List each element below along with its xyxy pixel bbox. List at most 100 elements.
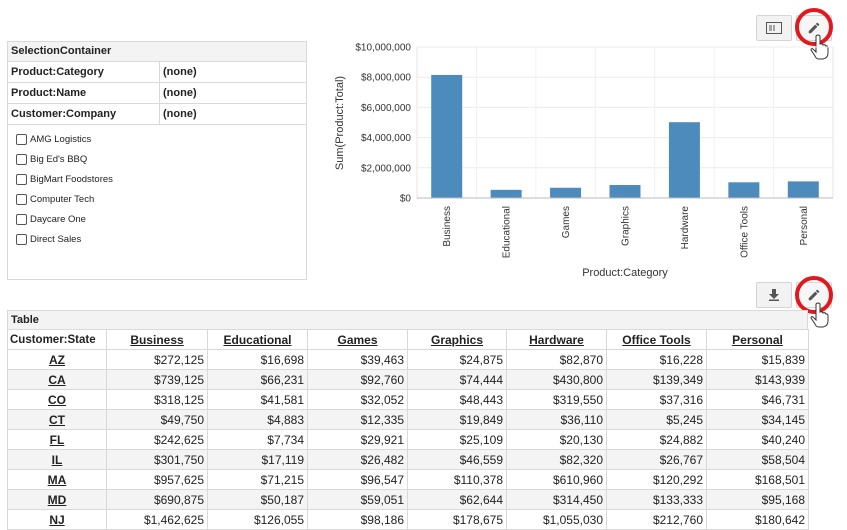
table-cell: $610,960 (506, 469, 607, 490)
checkbox[interactable] (16, 233, 27, 245)
checkbox[interactable] (16, 133, 27, 145)
x-tick-label: Office Tools (739, 206, 750, 258)
filter-list-icon (766, 22, 782, 34)
y-tick-label: $8,000,000 (361, 73, 411, 84)
table-cell: $48,443 (407, 389, 507, 410)
header-hardware[interactable]: Hardware (506, 329, 607, 350)
header-personal[interactable]: Personal (706, 329, 809, 350)
header-business[interactable]: Business (106, 329, 208, 350)
table-cell: $5,245 (606, 409, 707, 430)
x-tick-label: Hardware (680, 206, 691, 250)
state-link[interactable]: NJ (7, 509, 107, 530)
table-row: CT $49,750 $4,883 $12,335 $19,849 $36,110 $5,2… (7, 409, 809, 430)
table-row: MA $957,625 $71,215 $96,547 $110,378 $610,960… (7, 469, 809, 490)
table-cell: $37,316 (606, 389, 707, 410)
state-link[interactable]: CT (7, 409, 107, 430)
x-tick-label: Graphics (621, 206, 632, 246)
company-option[interactable]: AMG Logistics (8, 129, 306, 149)
selection-container: SelectionContainer Product:Category (non… (7, 41, 307, 280)
table-cell: $19,849 (407, 409, 507, 430)
table-cell: $12,335 (307, 409, 408, 430)
table-row: CO $318,125 $41,581 $32,052 $48,443 $319,550 $… (7, 389, 809, 410)
header-graphics[interactable]: Graphics (407, 329, 507, 350)
state-link[interactable]: IL (7, 449, 107, 470)
table-cell: $120,292 (606, 469, 707, 490)
table-cell: $34,145 (706, 409, 809, 430)
table-cell: $957,625 (106, 469, 208, 490)
plot-area (416, 46, 834, 199)
table-cell: $50,187 (207, 489, 308, 510)
selection-row-category[interactable]: Product:Category (none) (8, 62, 306, 83)
table-cell: $133,333 (606, 489, 707, 510)
table-row: IL $301,750 $17,119 $26,482 $46,559 $82,320 $2… (7, 449, 809, 470)
checkbox[interactable] (16, 213, 27, 225)
state-link[interactable]: MD (7, 489, 107, 510)
x-axis-title: Product:Category (582, 267, 668, 279)
row-label: Product:Name (8, 83, 160, 103)
row-value: (none) (163, 87, 197, 99)
table-cell: $26,767 (606, 449, 707, 470)
row-label: Customer:Company (8, 104, 160, 124)
x-tick-label: Educational (502, 206, 513, 258)
checkbox[interactable] (16, 153, 27, 165)
table-cell: $178,675 (407, 509, 507, 530)
table-cell: $126,055 (207, 509, 308, 530)
table-cell: $24,875 (407, 349, 507, 370)
checkbox[interactable] (16, 193, 27, 205)
bar (609, 185, 641, 198)
table-cell: $430,800 (506, 369, 607, 390)
table-row: NJ $1,462,625 $126,055 $98,186 $178,675 $1,05… (7, 509, 809, 530)
state-link[interactable]: CO (7, 389, 107, 410)
table-cell: $739,125 (106, 369, 208, 390)
table-cell: $1,055,030 (506, 509, 607, 530)
header-customer-state[interactable]: Customer:State (7, 329, 107, 350)
table-cell: $7,734 (207, 429, 308, 450)
highlight-ring (795, 276, 833, 314)
table-cell: $4,883 (207, 409, 308, 430)
table-cell: $66,231 (207, 369, 308, 390)
table-cell: $690,875 (106, 489, 208, 510)
table-row: FL $242,625 $7,734 $29,921 $25,109 $20,130 $24… (7, 429, 809, 450)
header-games[interactable]: Games (307, 329, 408, 350)
checkbox[interactable] (16, 173, 27, 185)
table-cell: $24,882 (606, 429, 707, 450)
table-cell: $15,839 (706, 349, 809, 370)
company-label: Daycare One (30, 213, 86, 225)
company-option[interactable]: BigMart Foodstores (8, 169, 306, 189)
table-cell: $301,750 (106, 449, 208, 470)
table-cell: $36,110 (506, 409, 607, 430)
chart-options-button[interactable] (756, 15, 792, 41)
bar (490, 189, 522, 198)
download-button[interactable] (756, 282, 792, 308)
table-cell: $139,349 (606, 369, 707, 390)
table-header-row: Customer:State Business Educational Game… (7, 329, 809, 350)
state-link[interactable]: FL (7, 429, 107, 450)
y-tick-label: $4,000,000 (361, 133, 411, 144)
company-option[interactable]: Big Ed's BBQ (8, 149, 306, 169)
state-link[interactable]: CA (7, 369, 107, 390)
table-cell: $74,444 (407, 369, 507, 390)
table-row: CA $739,125 $66,231 $92,760 $74,444 $430,800 $… (7, 369, 809, 390)
table-cell: $46,559 (407, 449, 507, 470)
company-label: Direct Sales (30, 233, 82, 245)
table-cell: $58,504 (706, 449, 809, 470)
header-educational[interactable]: Educational (207, 329, 308, 350)
company-option[interactable]: Daycare One (8, 209, 306, 229)
selection-row-company[interactable]: Customer:Company (none) (8, 104, 306, 125)
table-cell: $110,378 (407, 469, 507, 490)
company-option[interactable]: Direct Sales (8, 229, 306, 249)
company-label: Big Ed's BBQ (30, 153, 88, 165)
company-option[interactable]: Computer Tech (8, 189, 306, 209)
table-cell: $71,215 (207, 469, 308, 490)
state-link[interactable]: MA (7, 469, 107, 490)
table-cell: $168,501 (706, 469, 809, 490)
state-link[interactable]: AZ (7, 349, 107, 370)
bar (728, 182, 760, 198)
table-cell: $39,463 (307, 349, 408, 370)
table-cell: $16,698 (207, 349, 308, 370)
selection-row-name[interactable]: Product:Name (none) (8, 83, 306, 104)
table-cell: $314,450 (506, 489, 607, 510)
header-office-tools[interactable]: Office Tools (606, 329, 707, 350)
table-cell: $41,581 (207, 389, 308, 410)
company-checkbox-list: AMG Logistics Big Ed's BBQ BigMart Foods… (8, 125, 306, 249)
